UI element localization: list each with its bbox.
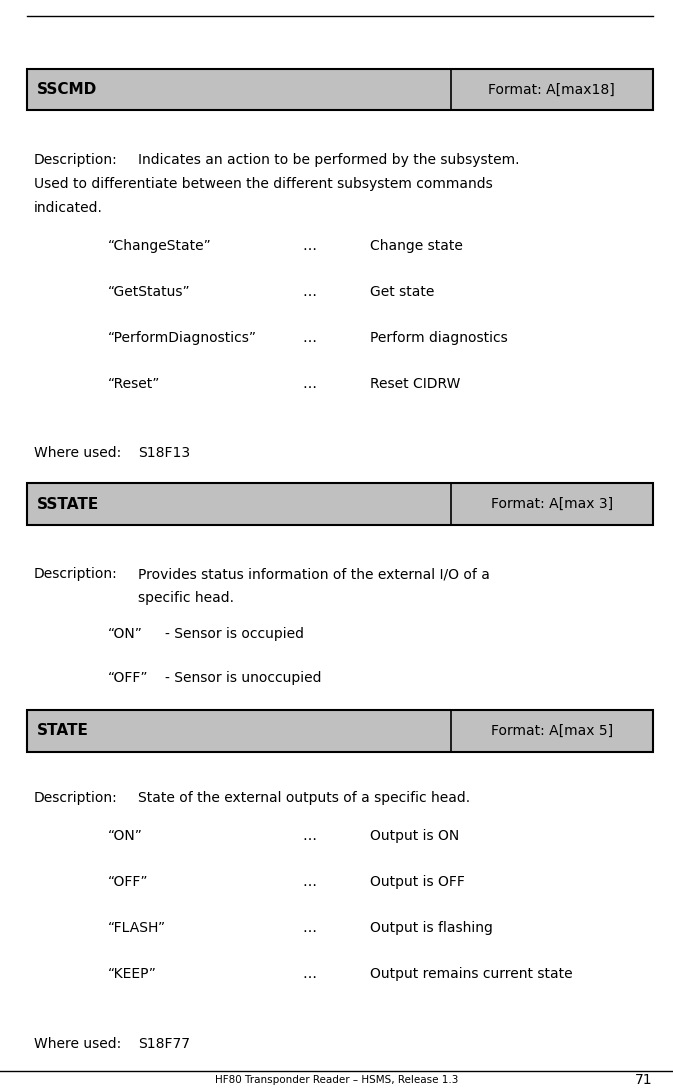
Text: indicated.: indicated. xyxy=(34,201,102,215)
Text: Get state: Get state xyxy=(370,285,435,299)
Text: Output remains current state: Output remains current state xyxy=(370,967,573,981)
Text: “ON”: “ON” xyxy=(108,829,143,843)
Text: Description:: Description: xyxy=(34,791,117,805)
Text: State of the external outputs of a specific head.: State of the external outputs of a speci… xyxy=(138,791,470,805)
FancyBboxPatch shape xyxy=(27,69,653,110)
Text: Reset CIDRW: Reset CIDRW xyxy=(370,376,460,391)
Text: Where used:: Where used: xyxy=(34,1036,121,1051)
FancyBboxPatch shape xyxy=(27,483,653,525)
Text: “GetStatus”: “GetStatus” xyxy=(108,285,190,299)
Text: Output is ON: Output is ON xyxy=(370,829,460,843)
Text: Perform diagnostics: Perform diagnostics xyxy=(370,331,508,345)
Text: …: … xyxy=(303,829,316,843)
Text: SSCMD: SSCMD xyxy=(37,82,98,97)
Text: …: … xyxy=(303,875,316,889)
Text: HF80 Transponder Reader – HSMS, Release 1.3: HF80 Transponder Reader – HSMS, Release … xyxy=(215,1075,458,1086)
Text: S18F13: S18F13 xyxy=(138,446,190,460)
Text: “OFF”: “OFF” xyxy=(108,671,148,685)
Text: Indicates an action to be performed by the subsystem.: Indicates an action to be performed by t… xyxy=(138,153,520,167)
Text: …: … xyxy=(303,285,316,299)
Text: Where used:: Where used: xyxy=(34,739,121,753)
Text: S18F71: S18F71 xyxy=(138,739,190,753)
Text: Description:: Description: xyxy=(34,153,117,167)
Text: Format: A[max18]: Format: A[max18] xyxy=(489,83,615,96)
Text: Description:: Description: xyxy=(34,567,117,582)
Text: “KEEP”: “KEEP” xyxy=(108,967,157,981)
Text: “ChangeState”: “ChangeState” xyxy=(108,239,211,253)
Text: - Sensor is occupied: - Sensor is occupied xyxy=(165,627,304,642)
Text: Format: A[max 3]: Format: A[max 3] xyxy=(491,497,613,511)
Text: …: … xyxy=(303,376,316,391)
Text: - Sensor is unoccupied: - Sensor is unoccupied xyxy=(165,671,322,685)
Text: …: … xyxy=(303,239,316,253)
FancyBboxPatch shape xyxy=(27,710,653,752)
Text: 71: 71 xyxy=(635,1074,653,1087)
Text: S18F77: S18F77 xyxy=(138,1036,190,1051)
Text: “ON”: “ON” xyxy=(108,627,143,642)
Text: STATE: STATE xyxy=(37,723,89,739)
Text: Change state: Change state xyxy=(370,239,463,253)
Text: Used to differentiate between the different subsystem commands: Used to differentiate between the differ… xyxy=(34,177,493,191)
Text: …: … xyxy=(303,967,316,981)
Text: SSTATE: SSTATE xyxy=(37,496,99,512)
Text: Output is flashing: Output is flashing xyxy=(370,921,493,935)
Text: Provides status information of the external I/O of a: Provides status information of the exter… xyxy=(138,567,490,582)
Text: Format: A[max 5]: Format: A[max 5] xyxy=(491,724,613,738)
Text: Where used:: Where used: xyxy=(34,446,121,460)
Text: …: … xyxy=(303,921,316,935)
Text: “Reset”: “Reset” xyxy=(108,376,160,391)
Text: “FLASH”: “FLASH” xyxy=(108,921,166,935)
Text: specific head.: specific head. xyxy=(138,591,234,606)
Text: “PerformDiagnostics”: “PerformDiagnostics” xyxy=(108,331,256,345)
Text: Output is OFF: Output is OFF xyxy=(370,875,465,889)
Text: “OFF”: “OFF” xyxy=(108,875,148,889)
Text: …: … xyxy=(303,331,316,345)
